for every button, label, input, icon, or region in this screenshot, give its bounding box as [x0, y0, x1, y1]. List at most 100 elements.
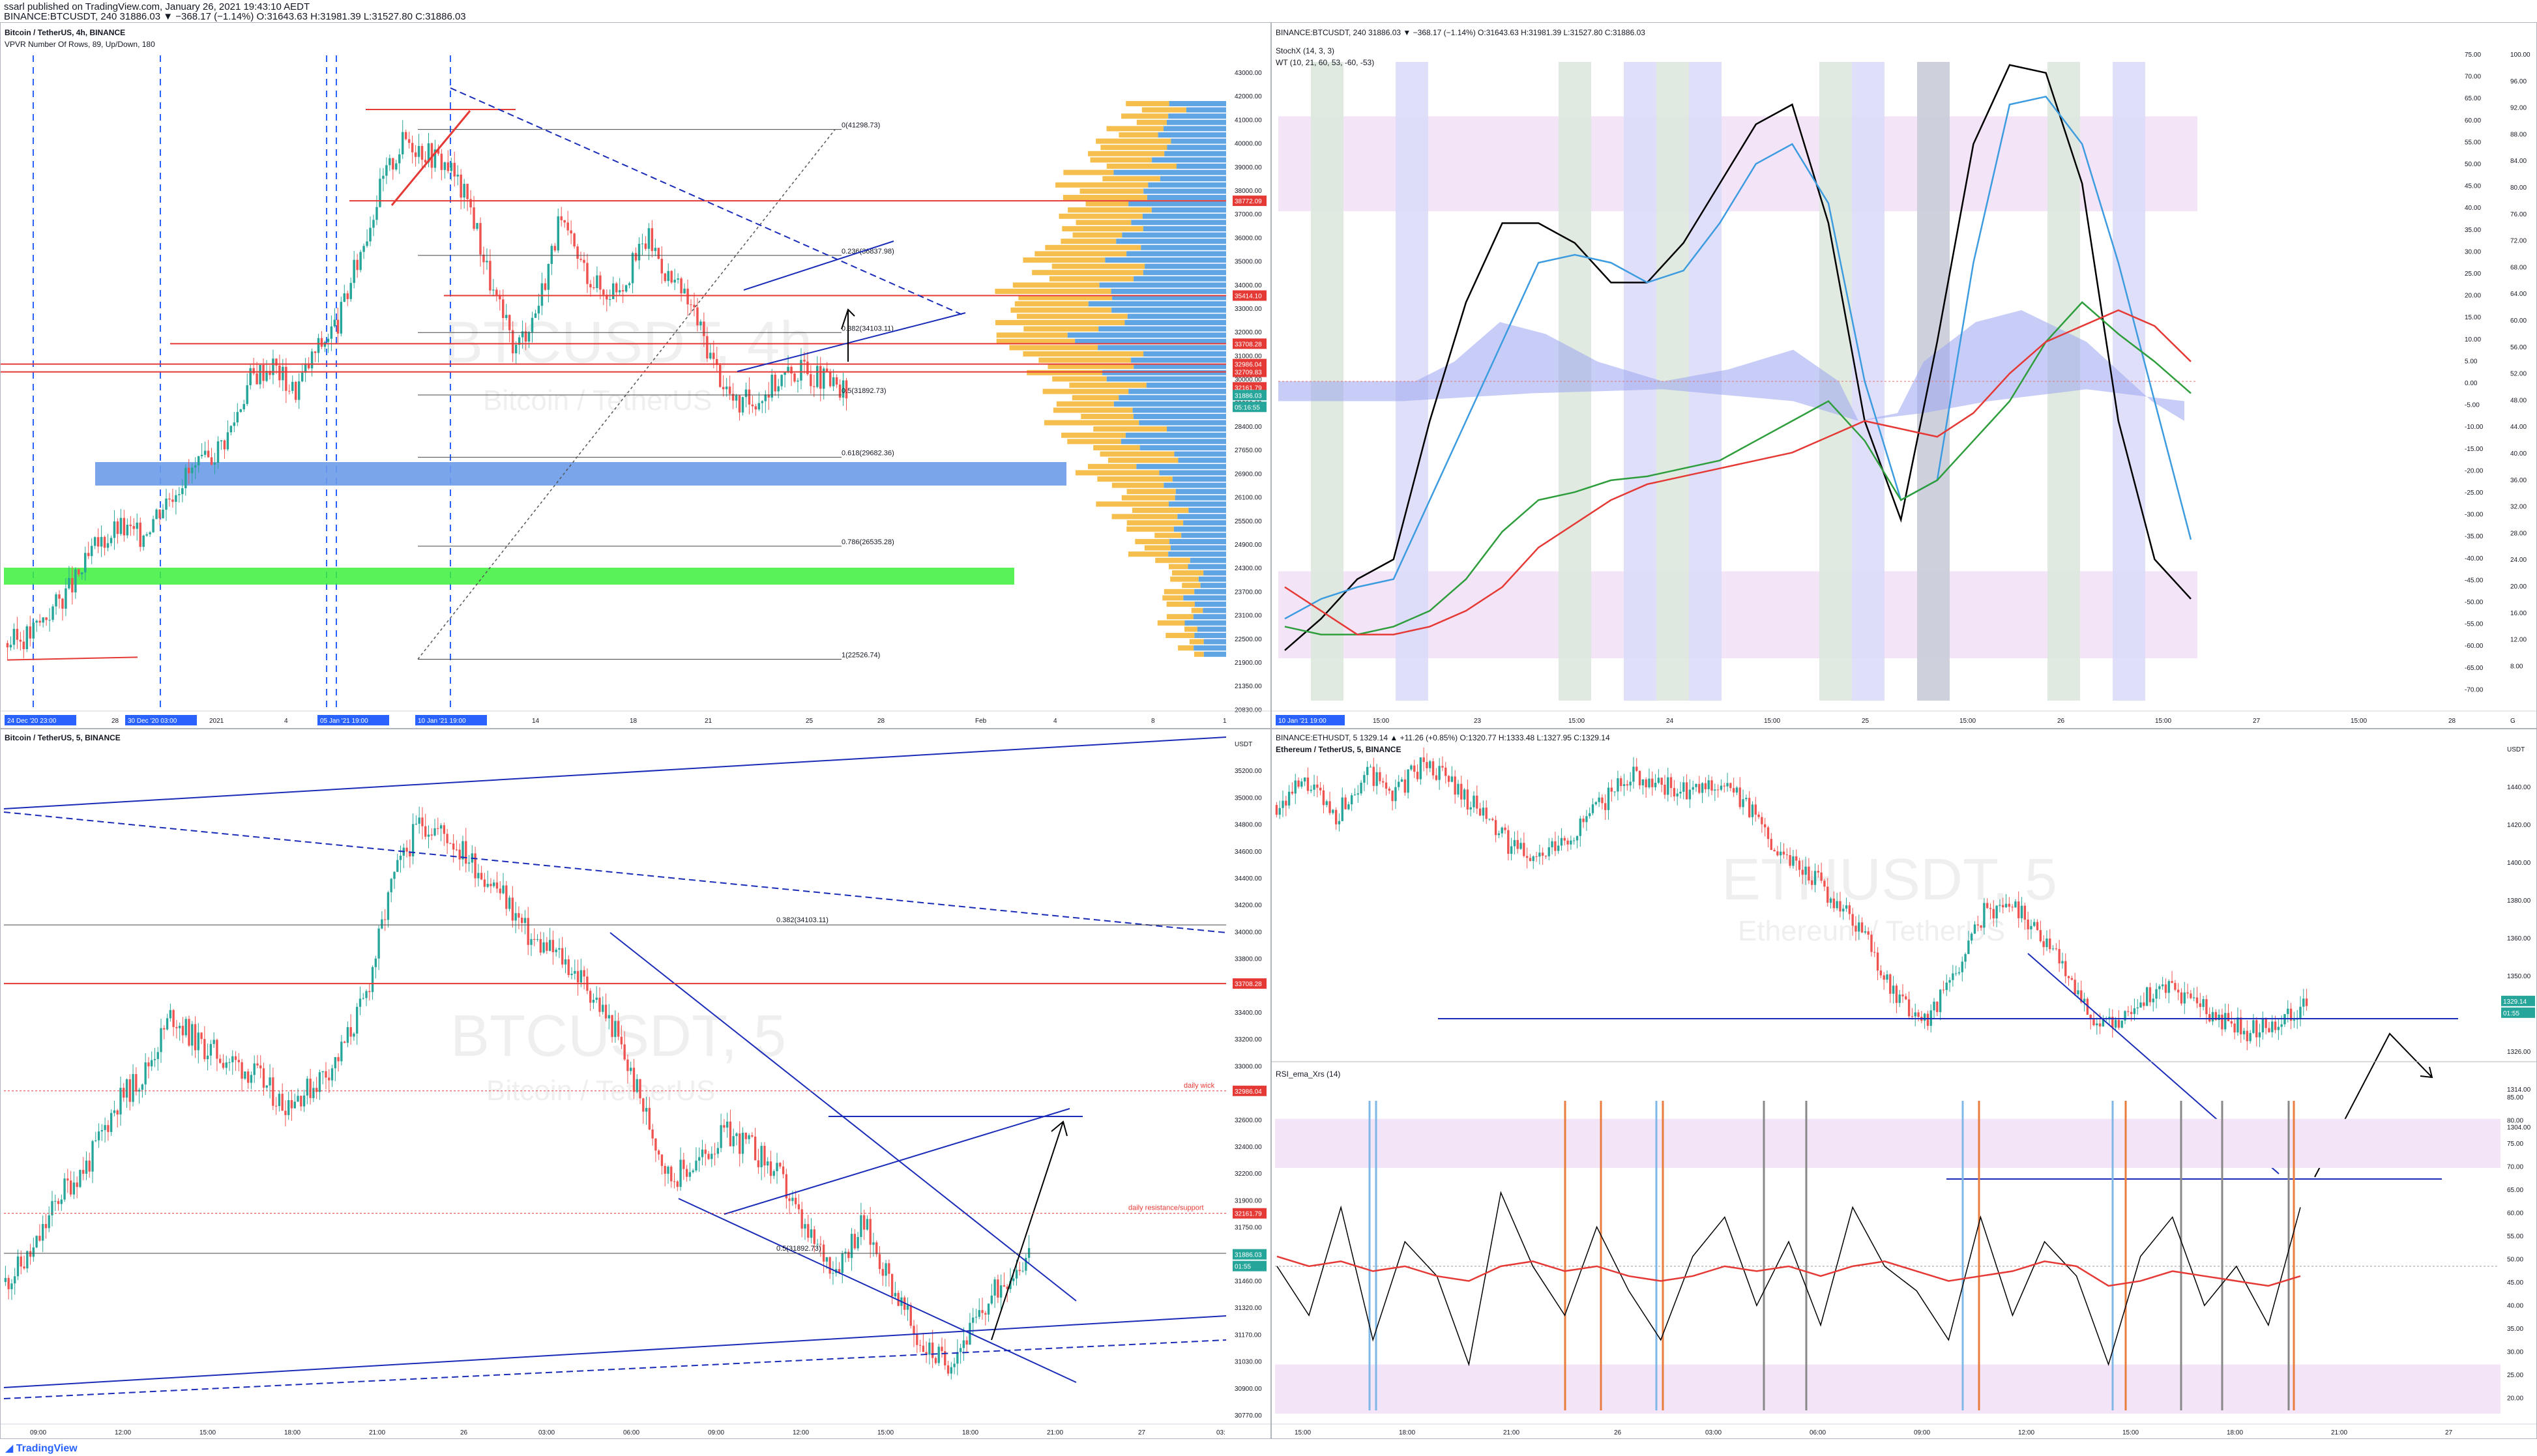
candle-body — [1613, 791, 1616, 793]
candle-body — [256, 373, 258, 385]
candle-body — [1538, 852, 1541, 857]
candle-body — [1723, 785, 1725, 787]
candle-body — [87, 553, 90, 557]
candle-body — [1485, 808, 1488, 819]
tradingview-logo[interactable]: ◢ TradingView — [5, 1443, 78, 1454]
candle-body — [2202, 998, 2205, 1007]
candle-body — [1855, 925, 1857, 932]
candle-body — [1682, 782, 1685, 792]
candle-body — [48, 1215, 50, 1229]
candlestick-chart-5m[interactable]: 0.382(34103.11) 0.5(31892.73) daily wick da… — [1, 729, 1271, 1439]
vpvr-bar-up — [1160, 176, 1226, 182]
candle-body — [328, 1077, 330, 1081]
candle-body — [1798, 860, 1801, 870]
candle-body — [1780, 851, 1782, 856]
candle-body — [782, 1166, 785, 1174]
countdown-tag: 01:55 — [2503, 1010, 2519, 1017]
candle-body — [1513, 839, 1516, 847]
candle-body — [1607, 787, 1610, 810]
channel-bottom — [3, 1315, 1227, 1388]
rsi-axis-label: 45.00 — [2507, 1279, 2523, 1287]
candle-body — [1942, 989, 1945, 991]
candle-body — [1695, 783, 1697, 787]
oscillator-panel[interactable]: 75.00 70.00 65.00 60.00 55.00 50.00 45.00 40.00… — [1271, 22, 2537, 729]
candle-body — [2268, 1028, 2270, 1032]
price-axis-label: 42000.00 — [1235, 93, 1262, 100]
candle-body — [1466, 789, 1469, 809]
candle-body — [147, 1062, 150, 1067]
fib-label: 0.236(36837.98) — [842, 248, 894, 255]
vpvr-bar-down — [1079, 188, 1144, 194]
candle-body — [567, 959, 570, 976]
price-tag-bg — [1233, 338, 1267, 349]
candle-body — [162, 509, 164, 519]
eth-chart-with-rsi[interactable]: USDT 1440.00 1420.00 1400.00 1380.00 1360.00 1… — [1272, 729, 2537, 1439]
candle-body — [2167, 981, 2170, 993]
time-axis-label: 03:00 — [538, 1429, 555, 1436]
candle-body — [579, 970, 583, 983]
candle-body — [1914, 1012, 1916, 1017]
candle-body — [696, 307, 699, 326]
stoch-wt-chart[interactable]: 75.00 70.00 65.00 60.00 55.00 50.00 45.00 40.00… — [1272, 23, 2537, 729]
vpvr-bar-up — [1133, 414, 1226, 419]
candle-body — [754, 1136, 757, 1161]
candle-body — [530, 939, 533, 945]
candle-body — [2224, 1013, 2227, 1030]
vpvr-bar-down — [1106, 126, 1164, 132]
candle-body — [829, 1257, 831, 1274]
time-axis-label: 15:00 — [199, 1429, 216, 1436]
time-axis-label: Feb — [975, 718, 987, 725]
candle-body — [1883, 975, 1885, 980]
candle-body — [259, 1065, 262, 1069]
price-axis-label: 33200.00 — [1235, 1036, 1262, 1043]
candlestick-chart-4h[interactable]: 0(41298.73) 0.236(36837.98) 0.382(34103.11… — [1, 23, 1271, 729]
candle-body — [1403, 779, 1407, 793]
candle-body — [356, 259, 359, 270]
candle-body — [505, 885, 508, 909]
time-axis-label: 18 — [630, 718, 638, 725]
candle-body — [2130, 1012, 2133, 1014]
candle-body — [379, 179, 381, 207]
watermark-symbol: ETHUSDT, 5 — [1722, 847, 2058, 912]
vpvr-bar-down — [1061, 432, 1126, 438]
time-axis-label: 26 — [460, 1429, 468, 1436]
vpvr-bar-down — [1132, 508, 1189, 513]
candle-body — [9, 645, 12, 648]
candle-body — [723, 1125, 726, 1128]
candle-body — [764, 394, 767, 401]
price-tag: 35414.10 — [1235, 293, 1262, 300]
candle-body — [521, 331, 524, 338]
candle-body — [1012, 1278, 1015, 1281]
candle-body — [688, 1172, 692, 1177]
price-axis-label: 35200.00 — [1235, 768, 1262, 775]
candle-body — [1416, 772, 1419, 779]
candle-body — [309, 1079, 312, 1098]
candle-body — [2242, 1030, 2246, 1035]
candle-body — [835, 377, 838, 385]
price-tag: 32709.83 — [1235, 370, 1262, 377]
vpvr-bar-up — [1163, 126, 1226, 132]
chart-panel-btc-4h[interactable]: BTCUSDT, 4h Bitcoin / TetherUS 0(41298.7… — [0, 22, 1271, 729]
candle-body — [1911, 1016, 1914, 1017]
candle-body — [223, 440, 226, 450]
chart-panel-eth-5m[interactable]: ETHUSDT, 5 Ethereum / TetherUS USDT 1440.… — [1271, 729, 2537, 1439]
candle-body — [1936, 1001, 1939, 1012]
vpvr-bar-down — [1093, 445, 1140, 450]
candle-body — [624, 285, 628, 292]
candle-body — [165, 498, 168, 510]
candle-body — [615, 283, 618, 293]
candle-body — [978, 1310, 980, 1317]
candle-body — [869, 1219, 872, 1245]
vpvr-bar-up — [1143, 270, 1226, 276]
candle-body — [1804, 866, 1807, 875]
candle-body — [679, 1159, 682, 1187]
candle-body — [219, 1058, 222, 1063]
price-axis-label: 43000.00 — [1235, 70, 1262, 77]
candle-body — [181, 488, 184, 495]
chart-panel-btc-5m[interactable]: BTCUSDT, 5 Bitcoin / TetherUS 0.382(3410… — [0, 729, 1271, 1439]
candle-body — [537, 306, 540, 313]
candle-body — [1980, 925, 1982, 928]
candle-body — [125, 1079, 128, 1098]
candle-body — [175, 1026, 178, 1028]
candle-body — [1823, 881, 1826, 887]
